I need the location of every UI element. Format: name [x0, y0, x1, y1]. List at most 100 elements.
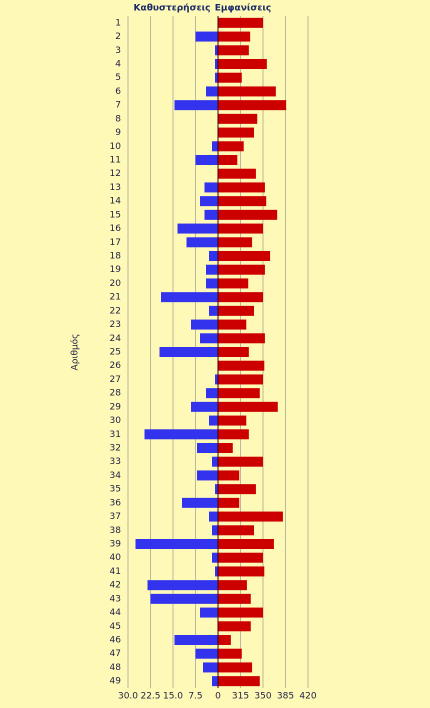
bar: [218, 86, 276, 97]
y-tick-label: 21: [110, 293, 121, 303]
bar: [159, 347, 218, 357]
bar: [218, 155, 238, 165]
bar: [215, 45, 218, 56]
y-tick-label: 14: [110, 197, 122, 207]
bar: [161, 292, 218, 303]
y-tick-label: 32: [110, 444, 121, 454]
bar: [218, 484, 256, 495]
bar: [218, 525, 254, 536]
bar: [218, 319, 247, 330]
y-tick-label: 23: [110, 320, 121, 330]
y-tick-label: 40: [110, 553, 122, 563]
bar: [197, 470, 218, 481]
x-tick-label: 7.5: [188, 692, 202, 702]
bar: [174, 100, 218, 111]
y-tick-label: 42: [110, 581, 121, 591]
bar: [191, 401, 218, 412]
y-tick-label: 16: [110, 224, 122, 234]
y-axis-title: Αριθμός: [70, 334, 81, 371]
x-tick-label: 0: [215, 692, 221, 702]
y-tick-label: 49: [110, 677, 122, 687]
bar: [218, 566, 265, 577]
bar: [218, 264, 265, 275]
y-tick-label: 7: [115, 101, 121, 111]
bar: [218, 552, 263, 563]
bar: [195, 155, 218, 165]
bar: [182, 497, 218, 508]
left-series-title: Καθυστερήσεις: [134, 4, 211, 14]
y-tick-label: 17: [110, 238, 121, 248]
bar: [218, 168, 256, 179]
bar: [218, 374, 263, 385]
y-tick-label: 24: [110, 334, 122, 344]
bar: [215, 566, 218, 577]
bar: [212, 552, 218, 563]
bar: [215, 374, 218, 385]
bar: [206, 264, 218, 275]
bar: [218, 360, 265, 371]
y-tick-label: 39: [110, 540, 122, 550]
y-tick-label: 33: [110, 457, 121, 467]
y-tick-label: 6: [115, 87, 121, 97]
y-tick-label: 10: [110, 142, 122, 152]
y-tick-label: 34: [110, 471, 122, 481]
bar: [209, 305, 218, 316]
bar: [218, 676, 260, 687]
y-tick-label: 1: [115, 18, 121, 28]
bar: [215, 72, 218, 83]
bar: [218, 31, 251, 42]
bar: [215, 484, 218, 495]
bar: [147, 580, 218, 591]
bar: [218, 72, 242, 83]
bar: [174, 635, 218, 645]
y-tick-label: 37: [110, 512, 121, 522]
bar: [212, 456, 218, 467]
x-tick-label: 22.5: [140, 692, 160, 702]
bar: [218, 196, 267, 207]
bar: [218, 497, 240, 508]
y-tick-label: 25: [110, 348, 121, 358]
y-tick-label: 13: [110, 183, 121, 193]
x2-tick-label: 350: [254, 692, 271, 702]
right-series-title: Εμφανίσεις: [215, 3, 272, 14]
bar: [218, 511, 283, 522]
y-tick-label: 11: [110, 156, 121, 166]
bar: [212, 141, 218, 152]
bar: [200, 196, 218, 207]
x2-tick-label: 420: [299, 692, 316, 702]
x2-tick-label: 385: [277, 692, 294, 702]
bar: [218, 470, 240, 481]
bar: [218, 662, 253, 673]
bar: [200, 333, 218, 344]
bar: [218, 182, 265, 193]
bar: [218, 607, 263, 618]
bar: [206, 388, 218, 399]
bar: [218, 100, 287, 111]
bar: [209, 415, 218, 426]
bar: [218, 621, 251, 632]
y-tick-label: 20: [110, 279, 122, 289]
bar: [200, 607, 218, 618]
y-tick-label: 41: [110, 567, 121, 577]
bar: [218, 141, 244, 152]
bar: [218, 347, 249, 357]
bar: [218, 415, 247, 426]
x-tick-label: 30.0: [118, 692, 138, 702]
y-tick-label: 4: [115, 60, 121, 70]
y-tick-label: 3: [115, 46, 121, 56]
bar: [204, 182, 218, 193]
bar: [209, 251, 218, 261]
bar: [186, 237, 218, 248]
bar: [218, 456, 263, 467]
y-tick-label: 2: [115, 32, 121, 42]
bar: [218, 17, 263, 28]
bar: [218, 278, 249, 289]
bar: [203, 662, 218, 673]
y-tick-label: 43: [110, 594, 121, 604]
y-tick-label: 9: [115, 128, 121, 138]
y-tick-label: 46: [110, 636, 122, 646]
y-tick-label: 28: [110, 389, 122, 399]
x-tick-label: 15.0: [163, 692, 183, 702]
bar: [218, 305, 254, 316]
bar: [204, 209, 218, 220]
